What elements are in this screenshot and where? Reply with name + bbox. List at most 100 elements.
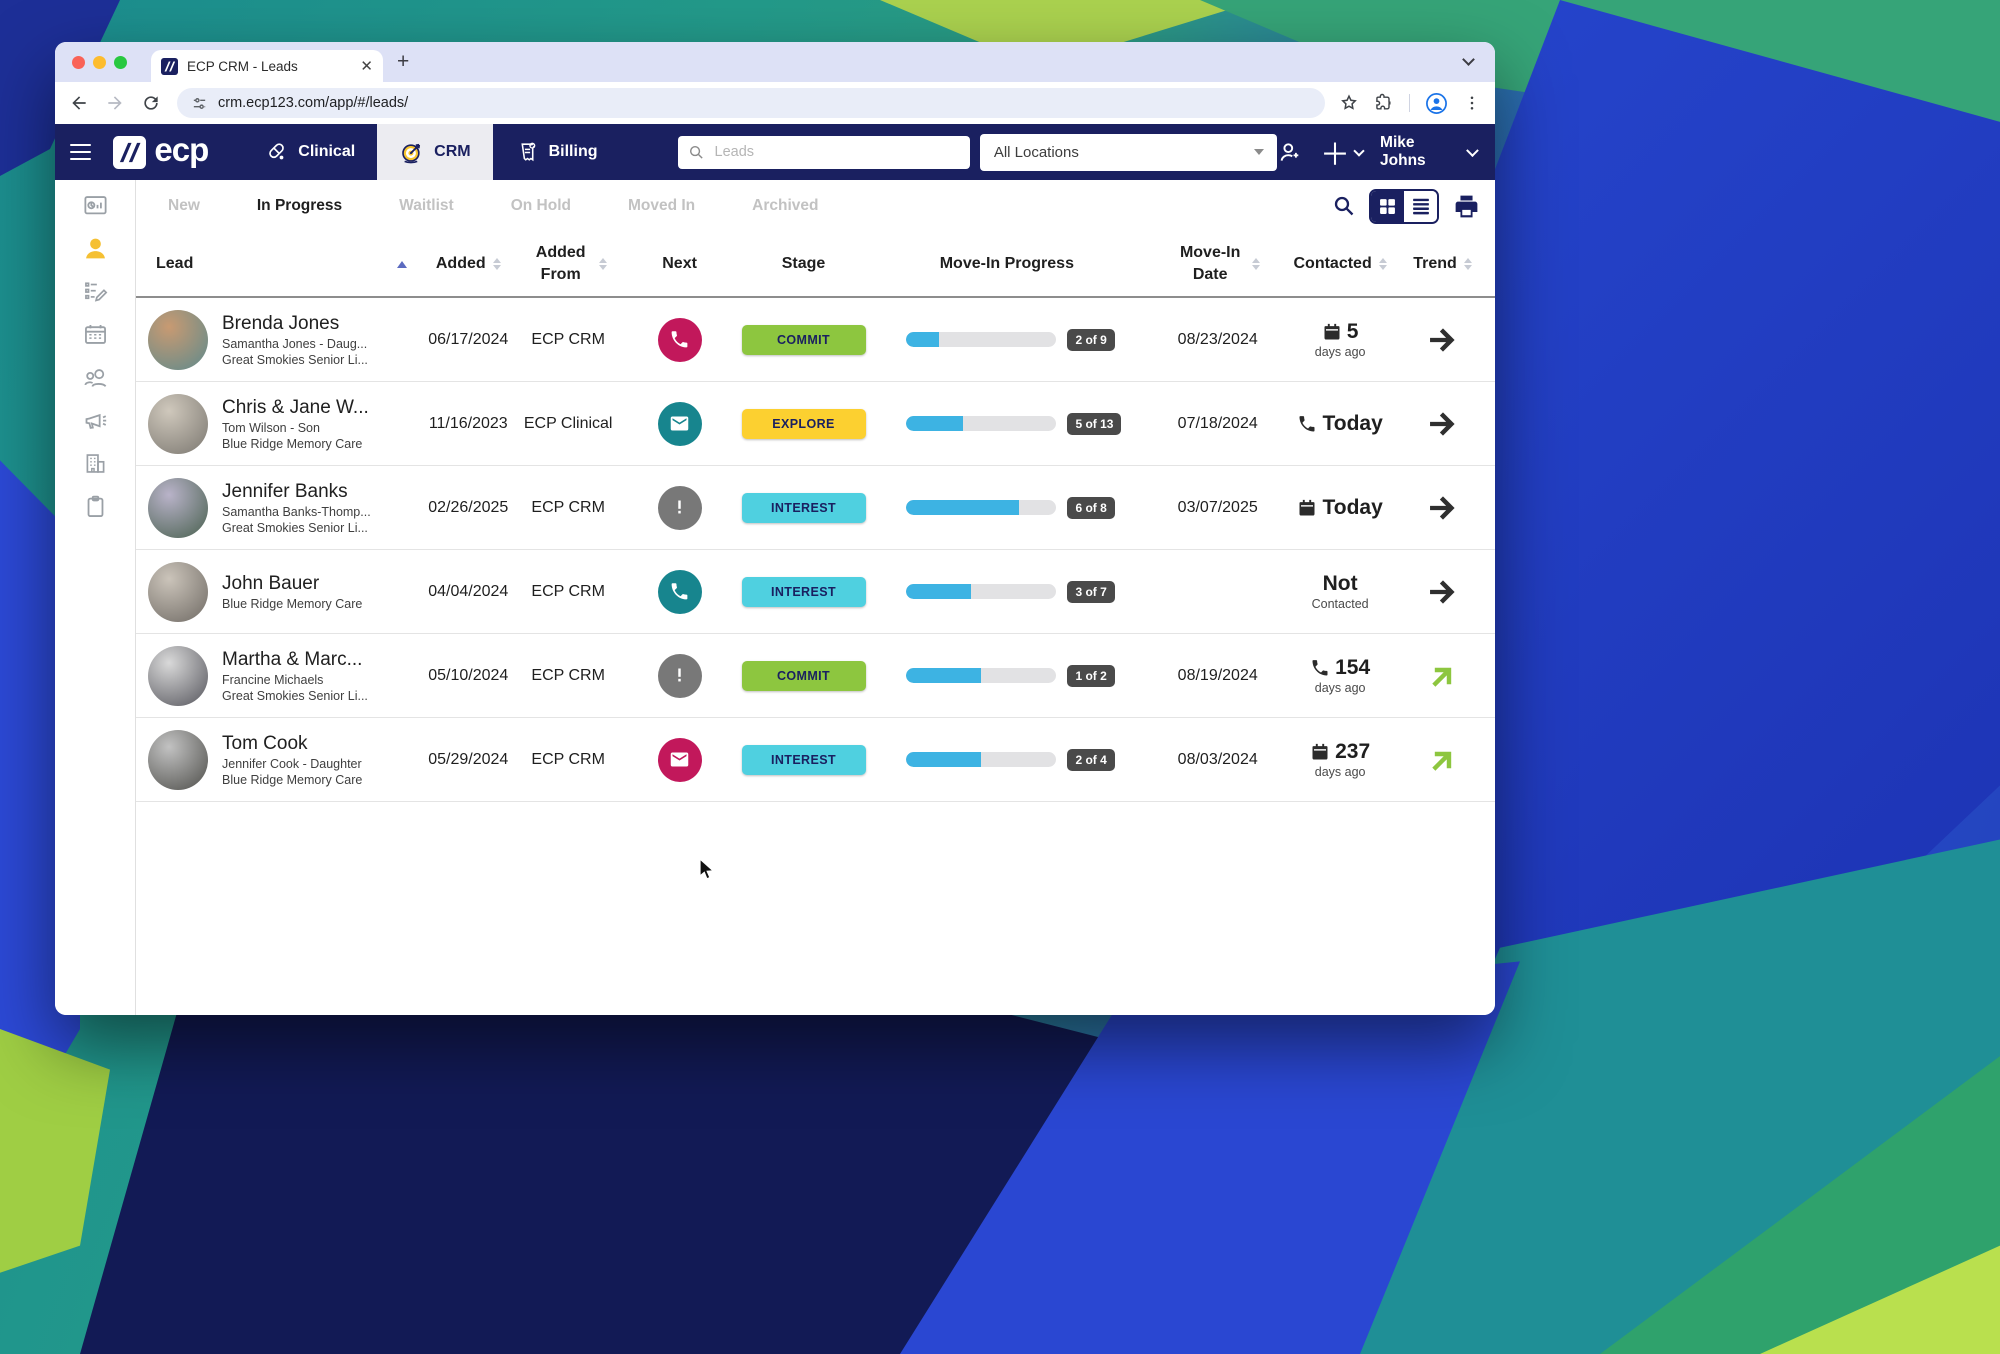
stage-badge[interactable]: COMMIT [741,324,866,355]
column-header-stage[interactable]: Stage [781,255,826,273]
minimize-window-button[interactable] [93,55,106,69]
column-header-move-in-progress[interactable]: Move-In Progress [939,255,1074,273]
added-date: 11/16/2023 [428,414,508,432]
table-row[interactable]: Tom Cook Jennifer Cook - Daughter Blue R… [136,718,1495,802]
column-header-lead[interactable]: Lead [136,253,421,275]
move-in-date: 08/23/2024 [1177,330,1258,348]
hamburger-menu-icon[interactable] [70,143,92,161]
stage-badge[interactable]: EXPLORE [741,408,866,439]
arrow-right-icon[interactable] [1428,577,1458,607]
arrow-up-right-icon[interactable] [1428,661,1458,691]
progress-count-badge: 3 of 7 [1067,580,1115,603]
contacted-value: 237 [1335,740,1371,763]
quick-add-button[interactable]: ＋ [1320,130,1365,174]
lead-cell[interactable]: Martha & Marc... Francine Michaels Great… [136,645,421,706]
arrow-right-icon[interactable] [1428,325,1458,355]
tab-in-progress[interactable]: In Progress [256,197,343,214]
lead-community: Blue Ridge Memory Care [222,596,363,611]
marketing-icon[interactable] [75,407,115,434]
alert-action-button[interactable] [657,653,702,698]
lead-cell[interactable]: Jennifer Banks Samantha Banks-Thomp... G… [136,477,421,538]
stage-badge[interactable]: INTEREST [741,576,866,607]
close-tab-icon[interactable]: ✕ [360,57,373,75]
nav-item-crm[interactable]: CRM [377,124,493,180]
list-view-button[interactable] [1404,190,1437,222]
add-user-icon[interactable] [1277,139,1303,166]
tasks-icon[interactable] [75,278,115,305]
communities-icon[interactable] [75,450,115,477]
close-window-button[interactable] [72,55,85,69]
alert-action-button[interactable] [657,485,702,530]
tab-archived[interactable]: Archived [752,197,819,214]
calendar-icon[interactable] [75,321,115,348]
url-bar[interactable]: crm.ecp123.com/app/#/leads/ [177,88,1325,118]
table-row[interactable]: Martha & Marc... Francine Michaels Great… [136,634,1495,718]
search-input[interactable] [712,143,960,161]
back-icon[interactable] [69,93,89,113]
added-from: ECP CRM [531,582,605,600]
nav-item-clinical[interactable]: Clinical [242,124,377,180]
column-header-move-in-date[interactable]: Move-In Date [1145,242,1290,285]
print-icon[interactable] [1452,192,1481,221]
browser-menu-icon[interactable] [1463,94,1481,112]
bookmark-star-icon[interactable] [1339,93,1359,113]
phone-action-button[interactable] [657,317,702,362]
forward-icon[interactable] [105,93,125,113]
lead-cell[interactable]: Brenda Jones Samantha Jones - Daug... Gr… [136,309,421,370]
leads-person-icon[interactable] [75,235,115,262]
table-row[interactable]: Chris & Jane W... Tom Wilson - Son Blue … [136,382,1495,466]
app-header: ecp Clinical [55,124,1495,180]
user-menu[interactable]: Mike Johns [1380,134,1479,170]
lead-name: Jennifer Banks [222,480,348,502]
table-row[interactable]: Brenda Jones Samantha Jones - Daug... Gr… [136,298,1495,382]
lead-community: Blue Ridge Memory Care [222,772,363,787]
pill-icon [269,142,285,159]
arrow-right-icon[interactable] [1428,409,1458,439]
new-tab-button[interactable]: + [397,50,410,73]
nav-item-billing[interactable]: Billing [493,124,620,180]
column-header-trend[interactable]: Trend [1390,253,1495,275]
dashboard-icon[interactable] [75,192,115,219]
clipboard-icon[interactable] [75,493,115,520]
table-search-icon[interactable] [1332,194,1356,218]
nav-label: Billing [548,143,598,160]
referrals-icon[interactable] [75,364,115,391]
column-header-contacted[interactable]: Contacted [1290,253,1390,275]
grid-view-button[interactable] [1371,190,1404,222]
stage-badge[interactable]: COMMIT [741,660,866,691]
site-settings-icon[interactable] [191,95,208,112]
arrow-up-right-icon[interactable] [1428,745,1458,775]
added-from: ECP CRM [531,750,605,768]
lead-cell[interactable]: John Bauer Blue Ridge Memory Care [136,561,421,622]
table-row[interactable]: Jennifer Banks Samantha Banks-Thomp... G… [136,466,1495,550]
arrow-right-icon[interactable] [1428,493,1458,523]
table-row[interactable]: John Bauer Blue Ridge Memory Care 04/04/… [136,550,1495,634]
location-filter-value: All Locations [993,143,1079,161]
column-header-added[interactable]: Added [421,253,516,275]
location-filter-select[interactable]: All Locations [979,133,1278,171]
browser-tab[interactable]: ECP CRM - Leads ✕ [151,50,383,82]
stage-badge[interactable]: INTEREST [741,744,866,775]
progress-fill [906,332,940,347]
zoom-window-button[interactable] [114,55,127,69]
reload-icon[interactable] [141,93,161,113]
browser-toolbar: crm.ecp123.com/app/#/leads/ [55,82,1495,124]
tab-moved-in[interactable]: Moved In [627,197,696,214]
column-header-added-from[interactable]: Added From [516,242,621,285]
tab-waitlist[interactable]: Waitlist [399,197,454,214]
lead-cell[interactable]: Chris & Jane W... Tom Wilson - Son Blue … [136,393,421,454]
mail-action-button[interactable] [657,401,702,446]
stage-badge[interactable]: INTEREST [741,492,866,523]
profile-avatar-icon[interactable] [1425,92,1448,115]
window-controls[interactable] [72,55,127,69]
mail-action-button[interactable] [657,737,702,782]
lead-cell[interactable]: Tom Cook Jennifer Cook - Daughter Blue R… [136,729,421,790]
tab-new[interactable]: New [168,197,200,214]
column-header-next[interactable]: Next [662,255,697,273]
avatar [148,477,208,538]
global-search[interactable] [677,135,970,169]
tab-on-hold[interactable]: On Hold [510,197,571,214]
tab-search-chevron-icon[interactable] [1455,48,1481,74]
extensions-icon[interactable] [1374,93,1394,113]
phone-action-button[interactable] [657,569,702,614]
